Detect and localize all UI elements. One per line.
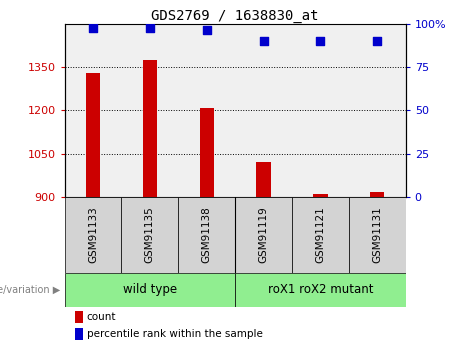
Text: GSM91135: GSM91135 bbox=[145, 206, 155, 263]
Text: roX1 roX2 mutant: roX1 roX2 mutant bbox=[268, 283, 373, 296]
Bar bbox=[235, 273, 406, 307]
Bar bbox=[200, 108, 214, 197]
Text: GSM91119: GSM91119 bbox=[259, 206, 269, 263]
Point bbox=[317, 39, 324, 44]
Point bbox=[146, 26, 154, 31]
Bar bbox=[75, 328, 83, 340]
Point bbox=[89, 26, 97, 31]
Point bbox=[203, 27, 210, 33]
Bar bbox=[75, 310, 83, 323]
Bar bbox=[292, 197, 349, 273]
Text: count: count bbox=[87, 312, 116, 322]
Bar bbox=[65, 197, 121, 273]
Text: wild type: wild type bbox=[123, 283, 177, 296]
Bar bbox=[235, 197, 292, 273]
Text: GSM91138: GSM91138 bbox=[201, 206, 212, 263]
Text: GSM91131: GSM91131 bbox=[372, 206, 382, 263]
Point bbox=[373, 39, 381, 44]
Bar bbox=[313, 194, 327, 197]
Bar bbox=[370, 192, 384, 197]
Bar bbox=[65, 273, 235, 307]
Bar bbox=[178, 197, 235, 273]
Bar bbox=[143, 60, 157, 197]
Bar bbox=[86, 73, 100, 197]
Point bbox=[260, 39, 267, 44]
Bar bbox=[349, 197, 406, 273]
Text: genotype/variation ▶: genotype/variation ▶ bbox=[0, 285, 60, 295]
Bar bbox=[121, 197, 178, 273]
Text: GSM91121: GSM91121 bbox=[315, 206, 325, 263]
Title: GDS2769 / 1638830_at: GDS2769 / 1638830_at bbox=[151, 9, 319, 23]
Text: GSM91133: GSM91133 bbox=[88, 206, 98, 263]
Bar bbox=[256, 162, 271, 197]
Text: percentile rank within the sample: percentile rank within the sample bbox=[87, 329, 263, 339]
